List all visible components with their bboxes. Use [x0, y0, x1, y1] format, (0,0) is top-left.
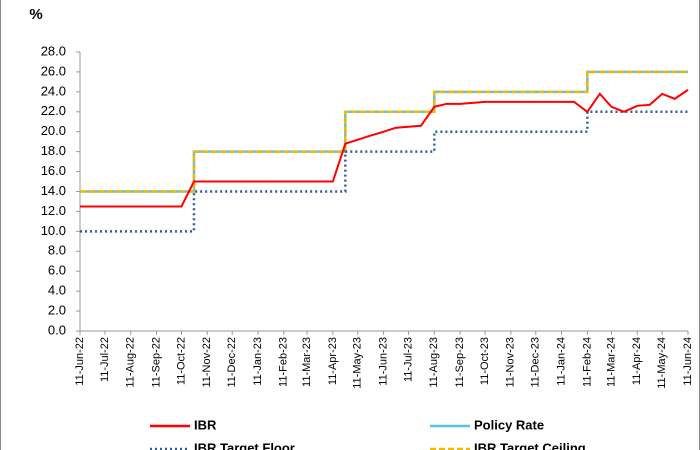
legend-label: IBR Target Floor — [194, 440, 295, 450]
x-tick-label: 11-Sep-22 — [150, 337, 162, 388]
legend-label: IBR Target Ceiling — [474, 440, 586, 450]
y-tick-label: 20.0 — [41, 123, 66, 138]
x-tick-label: 11-Apr-23 — [327, 337, 339, 385]
y-tick-label: 10.0 — [41, 223, 66, 238]
x-tick-label: 11-Jun-23 — [377, 337, 389, 386]
y-tick-label: 12.0 — [41, 203, 66, 218]
x-tick-label: 11-May-24 — [656, 337, 668, 389]
x-tick-label: 11-Oct-23 — [479, 337, 491, 385]
x-tick-label: 11-Dec-23 — [530, 337, 542, 388]
y-tick-label: 24.0 — [41, 83, 66, 98]
series-line — [80, 110, 688, 233]
x-tick-label: 11-Sep-23 — [454, 337, 466, 388]
legend-label: Policy Rate — [474, 417, 544, 432]
x-tick-label: 11-Mar-23 — [301, 337, 313, 387]
x-tick-label: 11-Aug-22 — [125, 337, 137, 388]
y-tick-label: 28.0 — [41, 43, 66, 58]
x-tick-label: 11-Oct-22 — [175, 337, 187, 385]
x-tick-label: 11-Jul-23 — [402, 337, 414, 382]
x-tick-label: 11-Jul-22 — [99, 337, 111, 382]
y-tick-label: 22.0 — [41, 103, 66, 118]
y-tick-label: 0.0 — [48, 322, 66, 337]
y-tick-label: 16.0 — [41, 163, 66, 178]
x-tick-label: 11-Jun-22 — [74, 337, 86, 386]
x-tick-label: 11-Jan-23 — [252, 337, 264, 386]
chart-title: % — [29, 6, 42, 23]
x-tick-label: 11-Feb-24 — [581, 337, 593, 387]
y-tick-label: 8.0 — [48, 243, 66, 258]
x-tick-label: 11-Aug-23 — [428, 337, 440, 388]
y-tick-label: 4.0 — [48, 283, 66, 298]
x-tick-label: 11-Feb-23 — [278, 337, 290, 387]
x-tick-label: 11-Mar-24 — [605, 337, 617, 387]
x-tick-label: 11-Nov-23 — [505, 337, 517, 388]
x-tick-label: 11-Apr-24 — [631, 337, 643, 385]
y-tick-label: 14.0 — [41, 183, 66, 198]
x-tick-label: 11-May-23 — [352, 337, 364, 389]
x-tick-label: 11-Jan-24 — [555, 337, 567, 386]
series-line — [80, 89, 689, 208]
x-tick-label: 11-Nov-22 — [201, 337, 213, 388]
y-tick-label: 18.0 — [41, 143, 66, 158]
x-tick-label: 11-Dec-22 — [226, 337, 238, 388]
x-tick-label: 11-Jun-24 — [682, 337, 694, 386]
y-tick-label: 6.0 — [48, 263, 66, 278]
y-tick-label: 26.0 — [41, 63, 66, 78]
y-tick-label: 2.0 — [48, 303, 66, 318]
legend-label: IBR — [194, 417, 217, 432]
